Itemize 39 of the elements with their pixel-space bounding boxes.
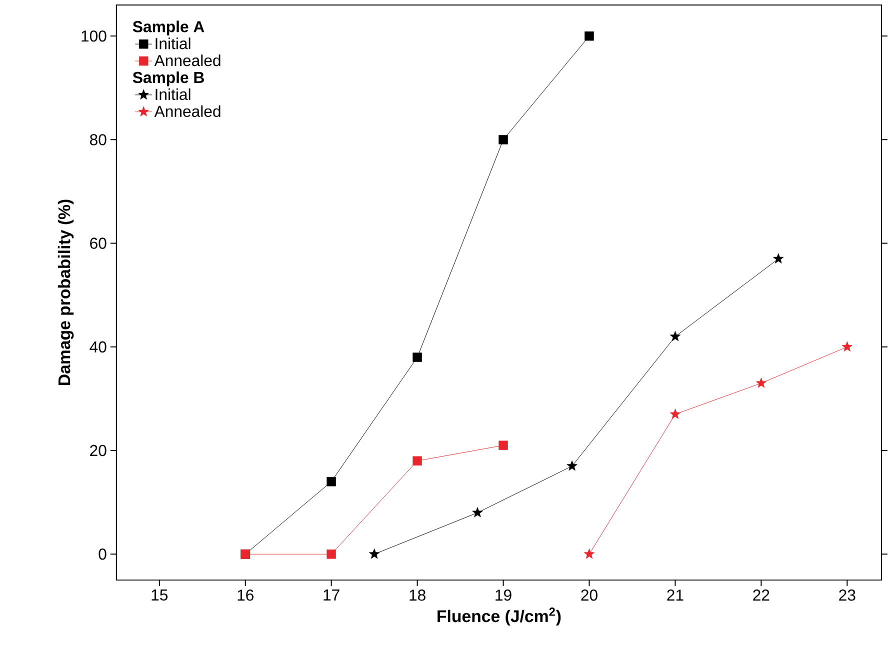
x-tick-label: 19 [496, 590, 512, 601]
legend-label: Annealed [154, 54, 220, 66]
y-tick-label: 80 [90, 134, 106, 146]
y-axis-title: Damage probability (%) [58, 200, 74, 386]
y-tick-label: 100 [82, 30, 106, 42]
x-tick-label: 18 [410, 590, 426, 601]
point [368, 548, 380, 559]
x-tick-label: 21 [667, 590, 684, 601]
y-tick-label: 0 [98, 548, 106, 560]
point [326, 550, 336, 559]
x-tick-label: 22 [753, 590, 770, 601]
legend-label: Initial [156, 88, 190, 100]
point [756, 378, 767, 388]
point [670, 408, 681, 420]
point [584, 32, 594, 41]
point [498, 135, 508, 144]
point [773, 253, 784, 264]
x-tick-label: 16 [238, 590, 254, 601]
point [842, 341, 853, 352]
point [326, 477, 336, 486]
legend-label: Initial [156, 38, 190, 50]
y-tick-label: 60 [90, 238, 106, 250]
point [412, 456, 422, 466]
point [498, 440, 508, 450]
x-tick-label: 20 [581, 590, 598, 601]
x-axis-title: Fluence (J/cm$^{2}$) [438, 608, 561, 626]
point [472, 507, 483, 518]
y-tick-label: 40 [90, 341, 106, 353]
annotation: Sample B [132, 72, 204, 86]
x-tick-label: 17 [324, 590, 340, 601]
point [670, 331, 681, 342]
point [412, 352, 422, 362]
legend-label: Annealed [154, 106, 220, 118]
annotation: Sample A [132, 20, 204, 36]
point [566, 460, 578, 471]
point [584, 548, 595, 559]
x-tick-label: 15 [152, 590, 168, 601]
y-tick-label: 20 [90, 445, 106, 456]
x-tick-label: 23 [839, 590, 856, 601]
